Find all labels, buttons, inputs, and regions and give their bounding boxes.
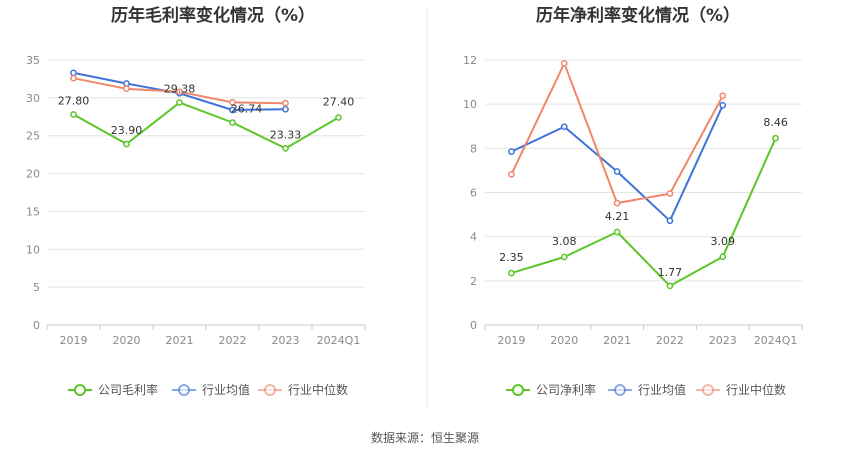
legend-item: 行业中位数 — [696, 382, 786, 397]
y-tick-label: 12 — [463, 54, 477, 67]
data-point — [70, 74, 77, 82]
gross-margin-chart: 历年毛利率变化情况（%） 0 5 10 15 20 25 30 35 2019 2020 2021 2… — [26, 5, 366, 397]
legend-swatch-marker — [74, 384, 86, 396]
data-label: 3.08 — [552, 235, 577, 248]
legend-label: 公司净利率 — [536, 382, 596, 397]
data-label: 27.80 — [58, 95, 90, 108]
y-tick-label: 35 — [26, 54, 40, 67]
legend-swatch-marker — [702, 384, 714, 396]
data-point — [666, 282, 674, 290]
data-point — [123, 80, 130, 87]
y-tick-label: 0 — [33, 319, 40, 332]
legend-item: 公司净利率 — [506, 382, 596, 397]
chart-title: 历年毛利率变化情况（%） — [111, 5, 315, 26]
chart-title: 历年净利率变化情况（%） — [536, 5, 740, 26]
y-tick-label: 0 — [470, 319, 477, 332]
y-tick-label: 30 — [26, 92, 40, 105]
x-tick-label: 2023 — [709, 334, 737, 347]
data-label: 2.35 — [499, 251, 524, 264]
legend-label: 行业均值 — [202, 382, 250, 397]
y-tick-label: 10 — [26, 243, 40, 256]
x-tick-label: 2020 — [550, 334, 578, 347]
data-point — [229, 106, 236, 114]
y-tick-label: 5 — [33, 281, 40, 294]
data-point — [282, 105, 289, 113]
y-tick-label: 20 — [26, 168, 40, 181]
data-point — [282, 99, 289, 107]
legend-item: 行业中位数 — [258, 382, 348, 397]
x-tick-label: 2019 — [497, 334, 525, 347]
data-point — [613, 168, 621, 175]
data-label: 8.46 — [763, 116, 788, 129]
legend-item: 行业均值 — [172, 382, 250, 397]
x-tick-label: 2021 — [603, 334, 631, 347]
y-tick-label: 15 — [26, 205, 40, 218]
data-point — [666, 190, 674, 197]
x-tick-label: 2022 — [219, 334, 247, 347]
data-point — [176, 88, 183, 96]
legend-swatch-marker — [264, 384, 276, 396]
data-point — [613, 199, 621, 207]
data-point — [123, 85, 130, 93]
data-label: 29.38 — [164, 83, 196, 96]
y-tick-label: 6 — [470, 187, 477, 200]
data-point — [508, 148, 515, 155]
legend-label: 行业中位数 — [726, 382, 786, 397]
data-label: 3.09 — [711, 235, 736, 248]
data-point — [613, 228, 621, 236]
net-margin-chart: 历年净利率变化情况（%） 0 2 4 6 8 10 12 2019 2020 2021 2022 20… — [463, 5, 803, 397]
data-point — [719, 101, 727, 109]
data-point — [560, 253, 568, 261]
legend-item: 公司毛利率 — [68, 382, 158, 397]
data-point — [176, 99, 183, 106]
data-point — [508, 171, 515, 178]
legend-label: 行业中位数 — [288, 382, 348, 397]
data-label: 27.40 — [323, 96, 355, 109]
data-point — [772, 134, 779, 142]
y-tick-label: 2 — [470, 275, 477, 288]
x-tick-label: 2019 — [60, 334, 88, 347]
data-label: 26.74 — [231, 103, 263, 116]
data-point — [719, 92, 727, 100]
y-tick-label: 10 — [463, 98, 477, 111]
data-point — [560, 59, 568, 67]
data-point — [560, 123, 568, 131]
data-point — [229, 119, 236, 126]
legend-label: 行业均值 — [638, 382, 686, 397]
legend-swatch-marker — [512, 384, 524, 396]
data-point — [335, 114, 342, 121]
series-line — [510, 62, 724, 205]
legend-swatch-marker — [614, 384, 626, 396]
x-tick-label: 2023 — [272, 334, 300, 347]
x-tick-label: 2022 — [656, 334, 684, 347]
x-tick-label: 2024Q1 — [754, 334, 798, 347]
source-note: 数据来源：恒生聚源 — [371, 430, 479, 445]
y-tick-label: 4 — [470, 231, 477, 244]
y-tick-label: 8 — [470, 142, 477, 155]
data-point — [70, 111, 77, 118]
series-line — [511, 137, 777, 287]
data-point — [282, 145, 289, 152]
legend-swatch-marker — [178, 384, 190, 396]
data-point — [70, 69, 77, 77]
x-tick-label: 2020 — [113, 334, 141, 347]
data-label: 1.77 — [658, 266, 683, 279]
y-tick-label: 25 — [26, 130, 40, 143]
legend-item: 行业均值 — [608, 382, 686, 397]
legend-label: 公司毛利率 — [98, 382, 158, 397]
data-point — [229, 99, 236, 106]
x-tick-label: 2021 — [166, 334, 194, 347]
x-tick-label: 2024Q1 — [317, 334, 361, 347]
data-point — [123, 140, 130, 148]
data-point — [508, 269, 515, 277]
series-line — [73, 101, 340, 150]
data-label: 23.33 — [270, 128, 302, 141]
data-point — [719, 253, 727, 261]
data-label: 23.90 — [111, 124, 143, 137]
data-point — [666, 217, 674, 225]
data-label: 4.21 — [605, 210, 630, 223]
